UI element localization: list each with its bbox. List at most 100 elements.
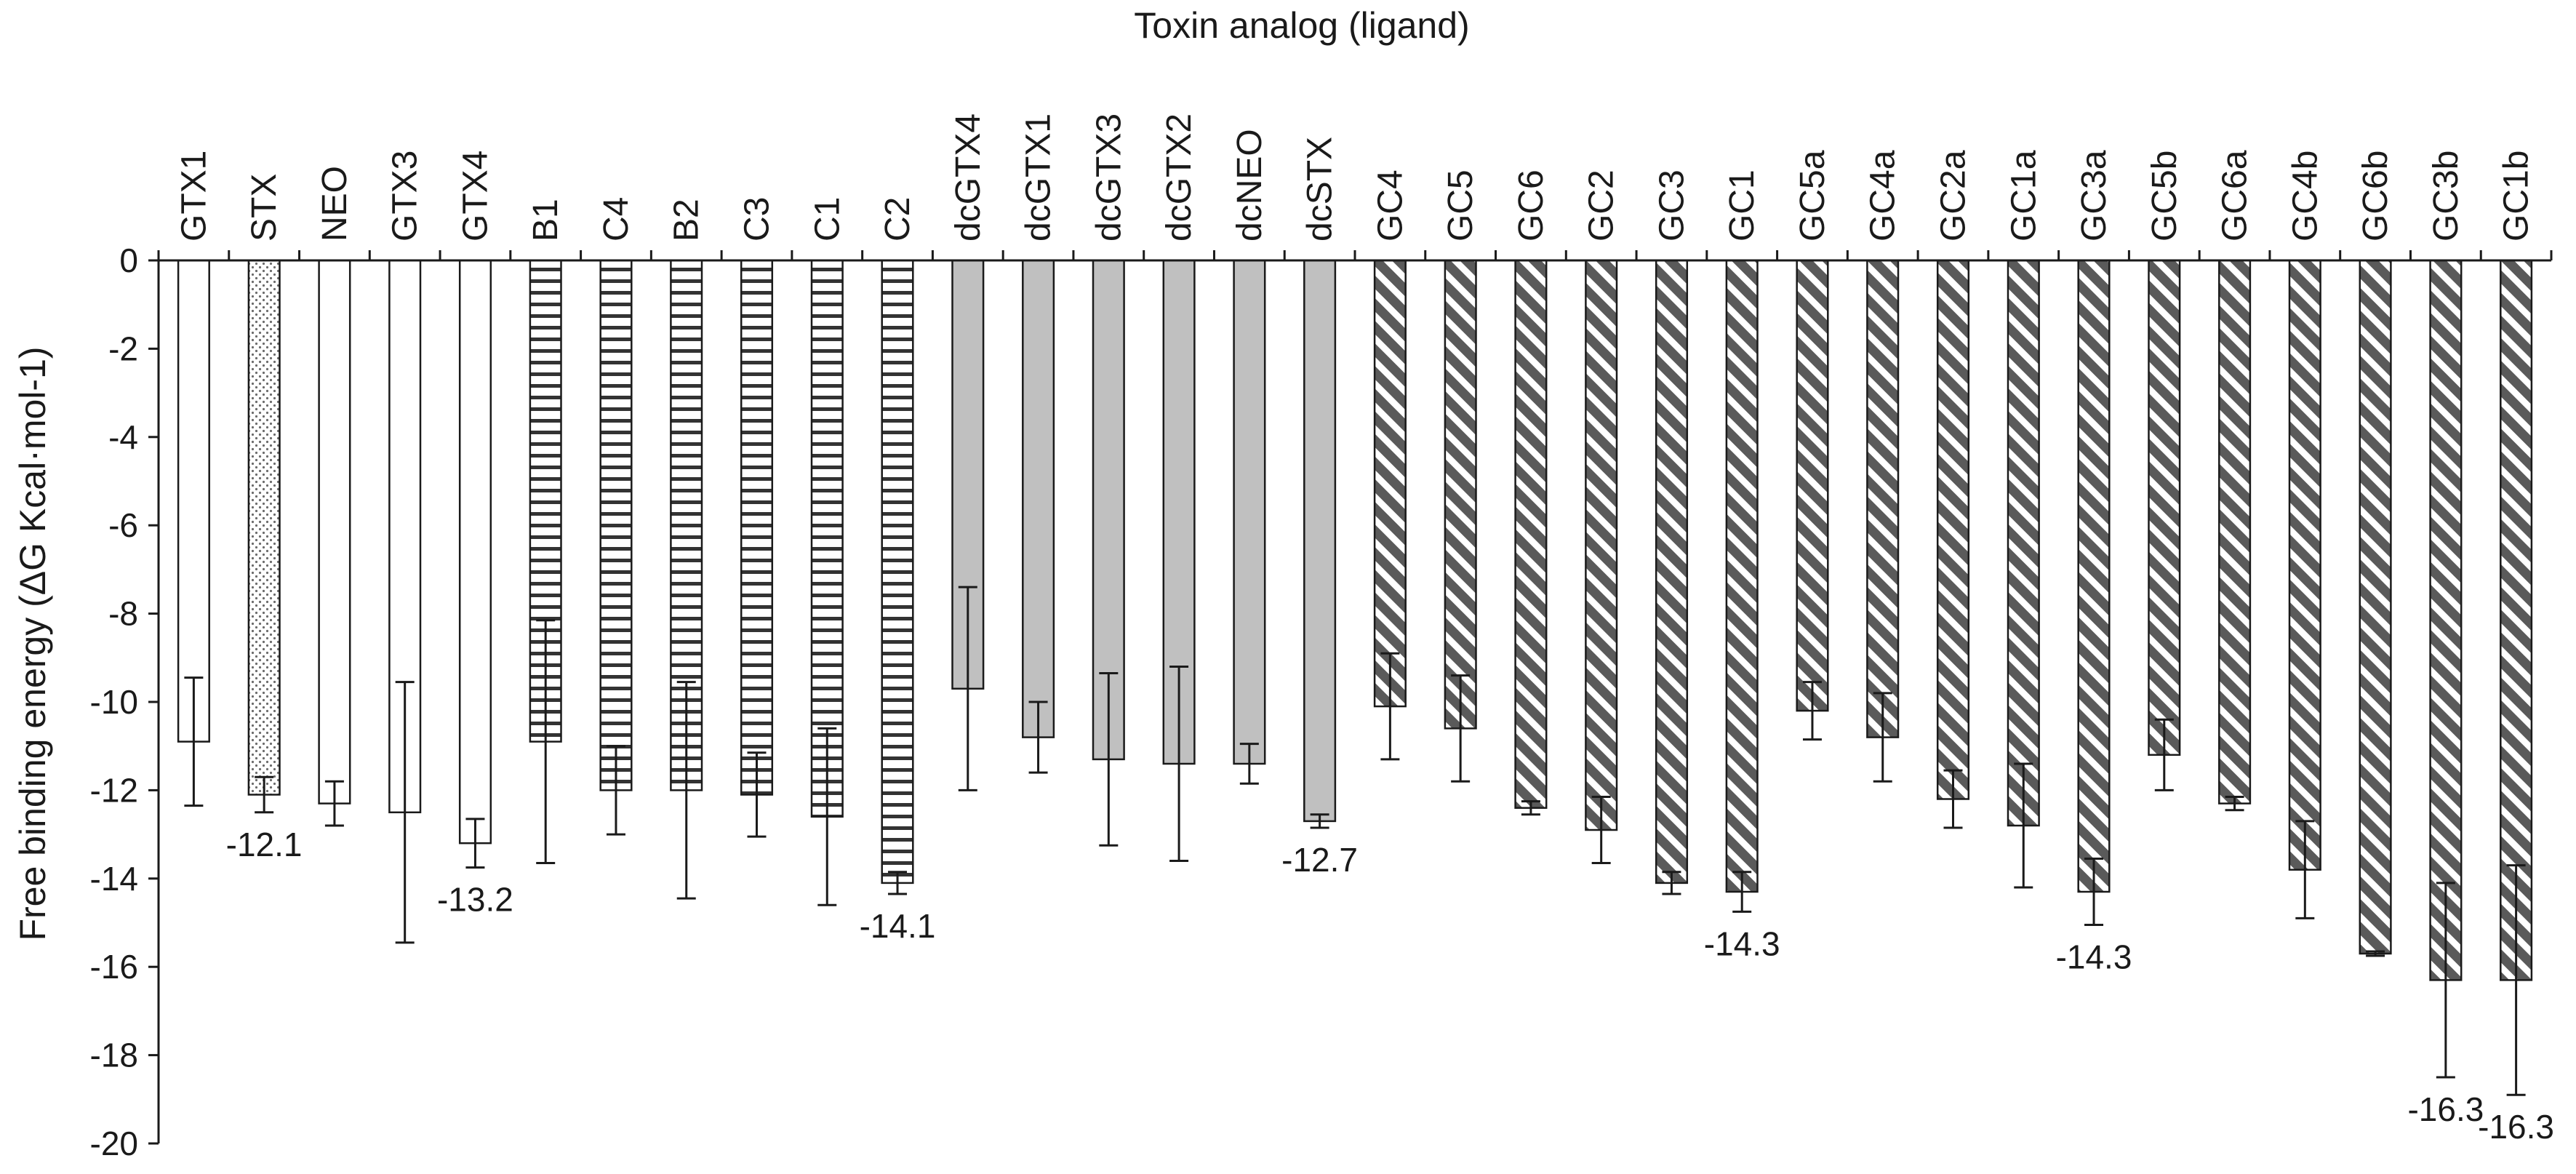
error-bar-gc1a [2014, 762, 2033, 889]
y-tick-label: -12 [90, 771, 138, 809]
error-bar-dcgtx1 [1028, 700, 1048, 774]
error-bar-c4 [606, 745, 625, 836]
bar-gc5a [1796, 259, 1829, 712]
error-bar-c2 [888, 871, 908, 895]
bar-dcstx [1303, 259, 1337, 823]
category-label-gc2a: GC2a [1935, 150, 1973, 241]
category-label-dcgtx4: dcGTX4 [949, 113, 988, 241]
bar-gc1 [1725, 259, 1759, 893]
error-bar-c3 [747, 751, 767, 838]
y-tick-label: -14 [90, 860, 138, 898]
category-label-dcstx: dcSTX [1301, 137, 1340, 241]
data-label-gtx4: -13.2 [437, 881, 513, 919]
category-label-gc4b: GC4b [2286, 151, 2324, 241]
category-label-gc5a: GC5a [1793, 150, 1832, 241]
error-bar-c1 [817, 727, 837, 906]
category-label-gc1b: GC1b [2497, 151, 2536, 241]
category-label-c2: C2 [879, 197, 917, 241]
error-bar-dcgtx3 [1099, 672, 1119, 847]
chart-title: Toxin analog (ligand) [1134, 5, 1469, 46]
bar-c3 [740, 259, 774, 796]
axes-layer: 0 -2 -4 -6 -8 -10 -12 -14 -16 -18 -20 [90, 241, 2553, 1162]
error-bar-dcgtx4 [958, 586, 977, 791]
error-bar-dcneo [1239, 743, 1259, 785]
y-tick-label: -18 [90, 1037, 138, 1074]
category-label-c4: C4 [597, 197, 636, 241]
category-label-gtx3: GTX3 [386, 151, 425, 241]
bar-neo [318, 259, 351, 804]
bar-dcgtx1 [1022, 259, 1055, 738]
bar-gc3 [1655, 259, 1689, 885]
data-label-dcstx: -12.7 [1281, 841, 1358, 879]
category-label-dcgtx2: dcGTX2 [1160, 113, 1199, 241]
y-tick-label: -6 [108, 506, 138, 544]
labels-layer: GTX1 STX NEO GTX3 GTX4 B1 C4 B2 C3 C1 C2 dcGTX4 dcGT… [175, 113, 2554, 1146]
category-label-gc4: GC4 [1371, 169, 1409, 241]
category-label-dcneo: dcNEO [1231, 129, 1269, 241]
error-bar-gc1 [1732, 871, 1752, 913]
category-label-gc3: GC3 [1652, 169, 1691, 241]
error-bar-gc2a [1943, 769, 1963, 829]
error-bar-b2 [676, 681, 696, 900]
bar-gtx1 [177, 259, 210, 743]
y-tick-label: -2 [108, 330, 138, 367]
error-bar-gc3a [2084, 857, 2104, 927]
error-bar-gc6a [2225, 796, 2244, 812]
category-label-dcgtx3: dcGTX3 [1089, 113, 1128, 241]
error-bar-gc6b [2366, 950, 2385, 957]
y-tick-label: -8 [108, 595, 138, 633]
category-label-stx: STX [245, 174, 284, 241]
bar-c2 [881, 259, 914, 885]
error-bar-neo [324, 780, 344, 827]
bar-stx [247, 259, 281, 796]
error-bar-dcstx [1310, 813, 1329, 829]
category-label-gc3b: GC3b [2427, 151, 2465, 241]
error-bar-gc3b [2436, 882, 2455, 1079]
category-label-gc5b: GC5b [2145, 151, 2184, 241]
category-label-gc1a: GC1a [2004, 150, 2043, 241]
category-label-gc3a: GC3a [2075, 150, 2113, 241]
bar-gc4a [1866, 259, 1900, 738]
error-bar-dcgtx2 [1169, 665, 1189, 863]
error-bar-gc4 [1380, 652, 1400, 761]
error-bar-gtx1 [184, 676, 204, 807]
error-bar-gc4b [2295, 820, 2315, 919]
y-tick-label: -4 [108, 418, 138, 456]
data-label-gc3b: -16.3 [2407, 1090, 2484, 1128]
error-bar-gc4a [1873, 692, 1892, 783]
error-bar-gc5a [1802, 681, 1822, 741]
bar-gc4b [2288, 259, 2321, 871]
data-label-gc3a: -14.3 [2056, 938, 2132, 976]
bar-gc5 [1444, 259, 1477, 730]
bar-gc6 [1514, 259, 1548, 809]
category-label-gc5: GC5 [1441, 169, 1480, 241]
y-tick-label: -16 [90, 948, 138, 986]
category-label-gtx4: GTX4 [456, 151, 495, 241]
bar-gc1a [2007, 259, 2040, 827]
category-label-b2: B2 [668, 199, 706, 241]
error-bar-gtx4 [465, 818, 485, 869]
category-label-c1: C1 [808, 197, 847, 241]
category-label-gc2: GC2 [1583, 169, 1621, 241]
error-bar-gc6 [1521, 800, 1540, 816]
error-bar-gtx3 [395, 681, 415, 944]
category-label-neo: NEO [316, 166, 354, 241]
bar-gc3b [2429, 259, 2463, 981]
bar-gc6b [2359, 259, 2392, 955]
bar-gc5b [2148, 259, 2181, 756]
category-label-dcgtx1: dcGTX1 [1020, 113, 1058, 241]
error-bar-gc5b [2154, 718, 2174, 791]
bar-gc4 [1373, 259, 1407, 708]
y-tick-label: -20 [90, 1125, 138, 1162]
category-label-gtx1: GTX1 [175, 151, 213, 241]
data-label-stx: -12.1 [226, 826, 303, 863]
bar-dcneo [1233, 259, 1266, 765]
bar-gc3a [2077, 259, 2111, 893]
error-bar-gc2 [1591, 796, 1611, 865]
error-bar-stx [255, 775, 274, 814]
bar-c1 [810, 259, 844, 818]
category-label-b1: B1 [527, 199, 565, 241]
bar-gc2 [1585, 259, 1618, 831]
category-label-gc1: GC1 [1723, 169, 1761, 241]
